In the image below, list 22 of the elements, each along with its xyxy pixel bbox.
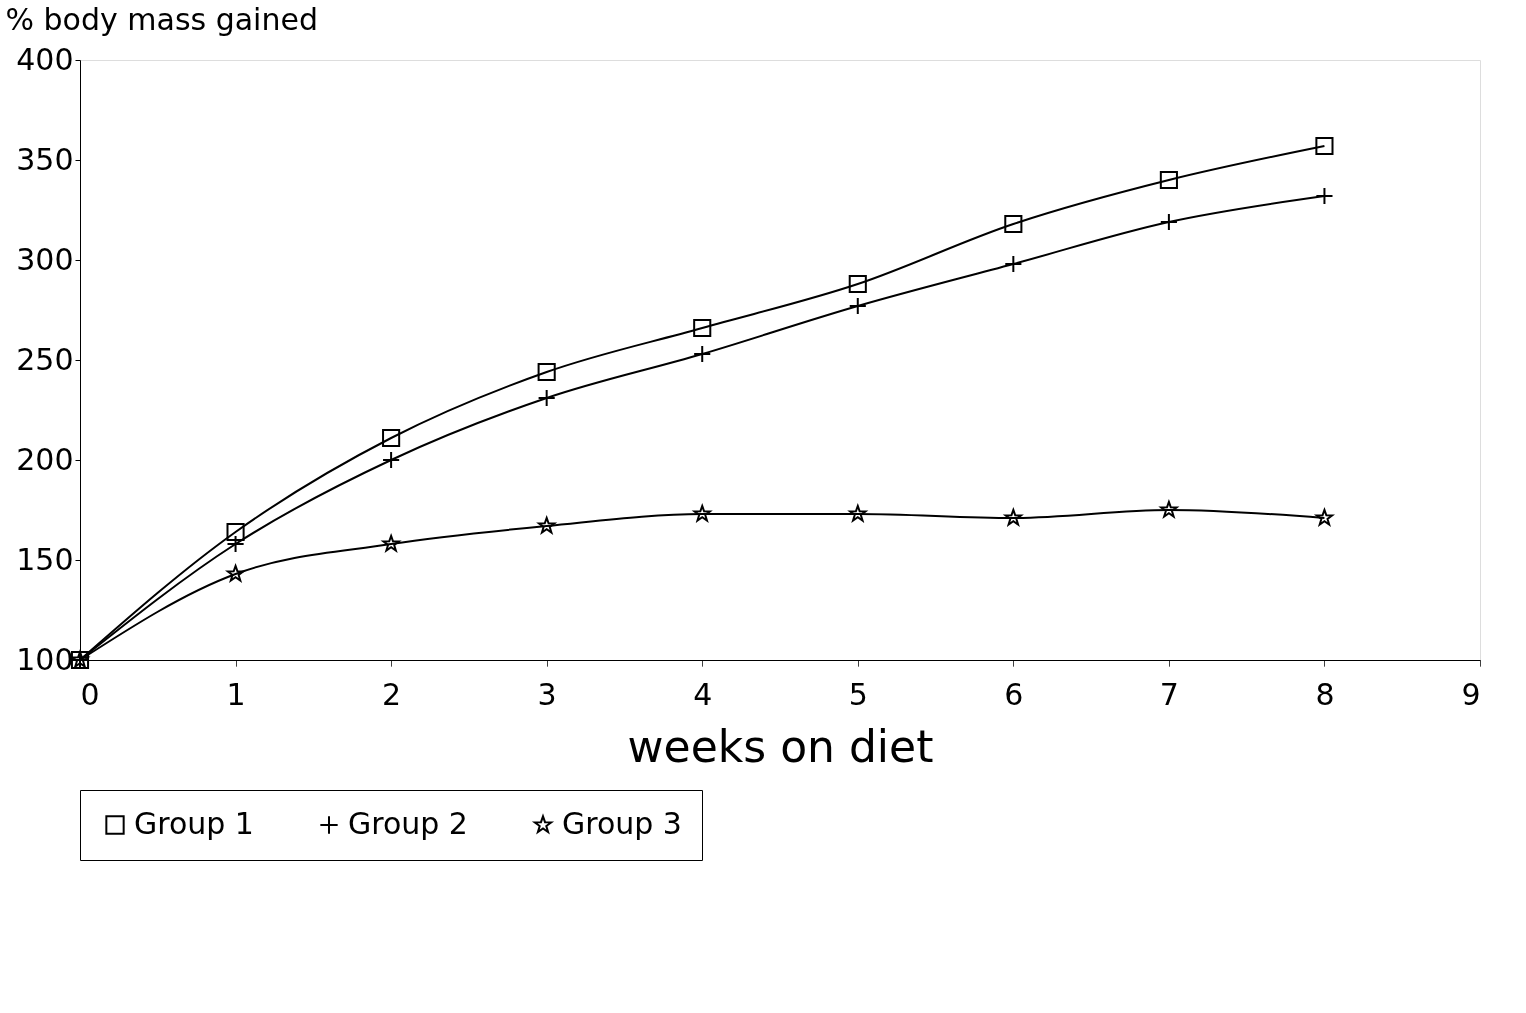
x-tick-label: 1 [226, 676, 246, 712]
y-tick-label: 300 [16, 241, 74, 277]
x-axis-title: weeks on diet [627, 720, 934, 772]
x-tick-label: 9 [1461, 676, 1481, 712]
y-tick-label: 100 [16, 641, 74, 677]
y-tick-label: 200 [16, 441, 74, 477]
legend-label: Group 3 [562, 806, 682, 841]
y-tick-label: 400 [16, 41, 74, 77]
x-tick-label: 5 [848, 676, 868, 712]
y-axis-title: % body mass gained [5, 1, 318, 37]
x-tick-label: 0 [80, 676, 100, 712]
y-tick-label: 350 [16, 141, 74, 177]
legend-label: Group 1 [134, 806, 254, 841]
legend-label: Group 2 [348, 806, 468, 841]
y-tick-label: 250 [16, 341, 74, 377]
x-tick-label: 2 [382, 676, 402, 712]
x-tick-label: 6 [1004, 676, 1024, 712]
x-tick-label: 4 [693, 676, 713, 712]
x-tick-label: 7 [1159, 676, 1179, 712]
x-tick-label: 3 [537, 676, 557, 712]
x-tick-label: 8 [1315, 676, 1335, 712]
y-tick-label: 150 [16, 541, 74, 577]
